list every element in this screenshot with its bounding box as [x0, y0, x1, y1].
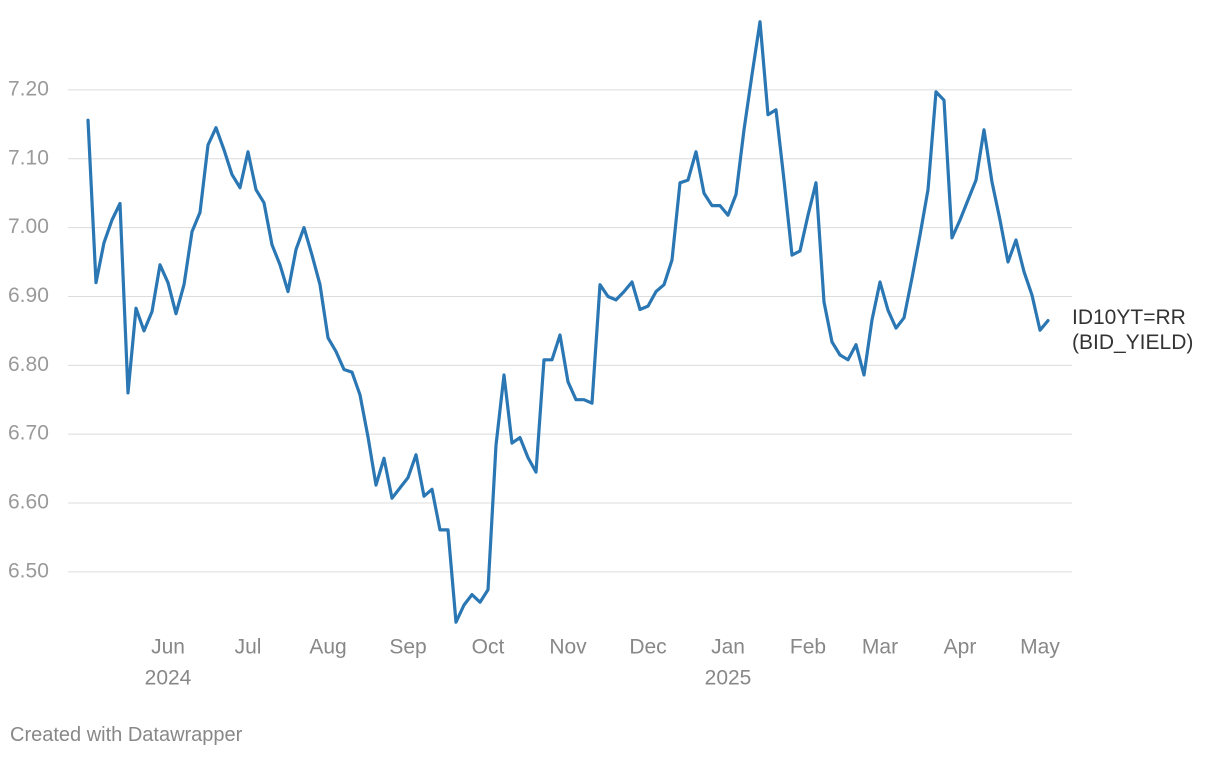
y-tick-label: 7.20	[8, 77, 49, 100]
x-tick-label: Aug	[309, 636, 346, 659]
y-tick-label: 7.10	[8, 146, 49, 169]
x-tick-label: Jul	[235, 636, 262, 659]
y-tick-label: 6.50	[8, 559, 49, 582]
source-note: Created with Datawrapper	[10, 724, 243, 746]
x-tick-label: May	[1020, 636, 1060, 659]
y-tick-label: 7.00	[8, 215, 49, 238]
x-tick-label: Jan	[711, 636, 745, 659]
x-tick-label: Feb	[790, 636, 826, 659]
x-tick-label: Mar	[862, 636, 898, 659]
x-year-label: 2025	[705, 667, 752, 690]
data-line	[86, 20, 1050, 624]
y-tick-label: 6.70	[8, 422, 49, 445]
x-year-label: 2024	[145, 667, 192, 690]
x-tick-label: Jun	[151, 636, 185, 659]
x-tick-label: Dec	[629, 636, 666, 659]
x-tick-label: Nov	[549, 636, 587, 659]
x-tick-label: Oct	[472, 636, 505, 659]
y-tick-label: 6.60	[8, 491, 49, 514]
y-tick-label: 6.80	[8, 353, 49, 376]
x-tick-label: Apr	[944, 636, 977, 659]
x-tick-label: Sep	[389, 636, 426, 659]
y-tick-label: 6.90	[8, 284, 49, 307]
series-label: ID10YT=RR (BID_YIELD)	[1072, 306, 1194, 354]
